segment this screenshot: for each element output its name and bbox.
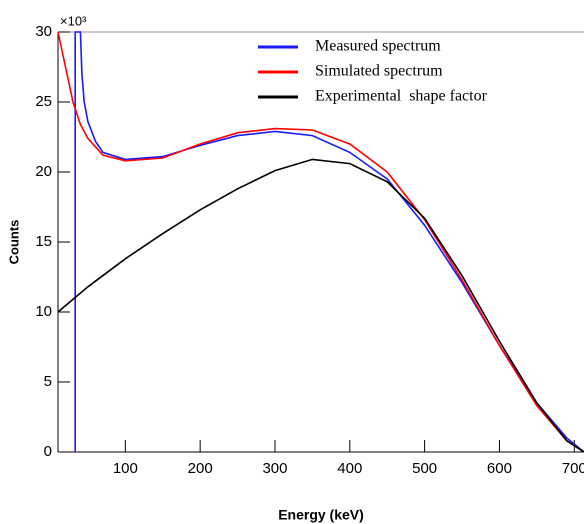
legend-label: Simulated spectrum [315, 63, 443, 80]
legend-label: Measured spectrum [315, 38, 441, 55]
x-tick-label: 100 [113, 460, 138, 477]
axis-multiplier: ×10³ [60, 13, 87, 28]
y-tick-label: 25 [35, 93, 52, 110]
x-tick-label: 400 [337, 460, 362, 477]
y-axis-title: Counts [6, 220, 21, 265]
y-tick-label: 30 [35, 23, 52, 40]
series-line [57, 31, 584, 453]
y-tick-label: 0 [44, 443, 52, 460]
x-tick-label: 200 [188, 460, 213, 477]
legend-label: Experimental shape factor [315, 88, 488, 105]
x-tick-label: 300 [262, 460, 287, 477]
series-line [57, 158, 584, 453]
y-tick-label: 5 [44, 373, 52, 390]
y-tick-label: 20 [35, 163, 52, 180]
x-tick-label: 500 [412, 460, 437, 477]
x-axis-title: Energy (keV) [278, 507, 364, 523]
y-tick-label: 15 [35, 233, 52, 250]
x-tick-label: 600 [487, 460, 512, 477]
y-tick-label: 10 [35, 303, 52, 320]
x-tick-label: 700 [562, 460, 584, 477]
